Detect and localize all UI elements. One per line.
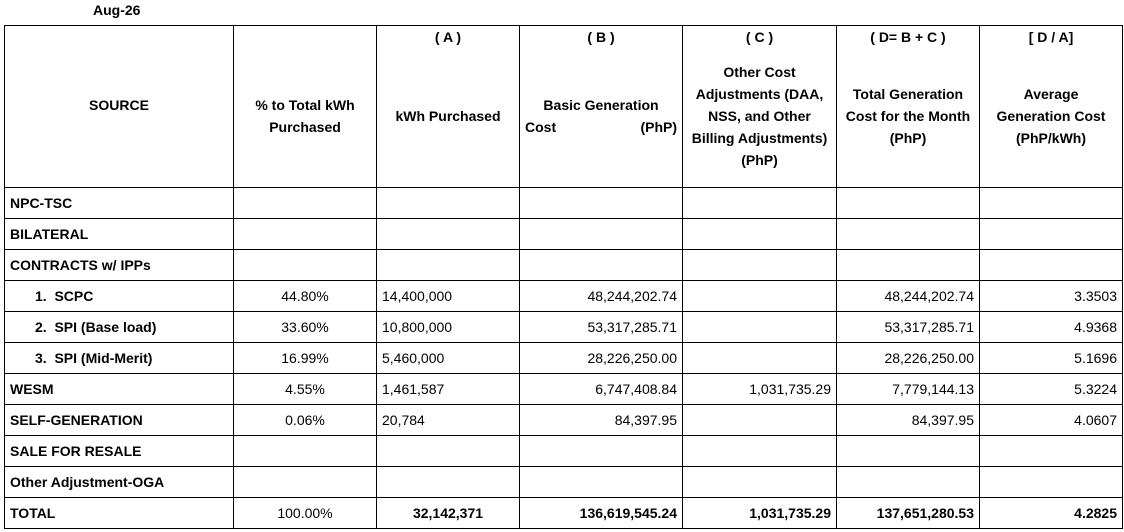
row-pct: 4.55% [233,373,377,405]
row-avg: 4.2825 [979,497,1123,529]
row-kwh: 32,142,371 [376,497,520,529]
row-pct [233,187,377,219]
total-row: TOTAL 100.00% 32,142,371 136,619,545.24 … [4,497,1123,529]
table-row: CONTRACTS w/ IPPs [4,249,1123,281]
row-other: 1,031,735.29 [682,373,837,405]
table-row: SELF-GENERATION 0.06% 20,784 84,397.95 8… [4,404,1123,436]
header-kwh-tag: ( A ) [434,29,462,45]
row-basic: 6,747,408.84 [519,373,683,405]
header-basic-tag: ( B ) [587,29,615,45]
table-row: SALE FOR RESALE [4,435,1123,467]
row-pct: 33.60% [233,311,377,343]
row-basic: 84,397.95 [519,404,683,436]
table-row: 3. SPI (Mid-Merit) 16.99% 5,460,000 28,2… [4,342,1123,374]
row-other [682,342,837,374]
header-kwh: ( A ) kWh Purchased [376,25,520,188]
header-avg-tag: [ D / A] [1028,29,1074,45]
row-avg: 4.9368 [979,311,1123,343]
row-kwh: 14,400,000 [376,280,520,312]
row-total: 53,317,285.71 [836,311,980,343]
row-source: BILATERAL [4,218,234,250]
row-basic [519,187,683,219]
row-pct: 0.06% [233,404,377,436]
row-pct: 44.80% [233,280,377,312]
row-kwh: 10,800,000 [376,311,520,343]
row-source: 1. SCPC [4,280,234,312]
generation-cost-table: SOURCE % to Total kWh Purchased ( A ) kW… [4,25,1123,529]
table-row: BILATERAL [4,218,1123,250]
table-row: WESM 4.55% 1,461,587 6,747,408.84 1,031,… [4,373,1123,405]
row-source: SELF-GENERATION [4,404,234,436]
row-avg [979,187,1123,219]
row-source: 2. SPI (Base load) [4,311,234,343]
header-other: ( C ) Other Cost Adjustments (DAA, NSS, … [682,25,837,188]
row-source: WESM [4,373,234,405]
row-avg: 3.3503 [979,280,1123,312]
row-basic: 48,244,202.74 [519,280,683,312]
row-total: 137,651,280.53 [836,497,980,529]
row-avg: 5.1696 [979,342,1123,374]
row-other [682,404,837,436]
table-row: 2. SPI (Base load) 33.60% 10,800,000 53,… [4,311,1123,343]
row-other [682,280,837,312]
row-basic: 136,619,545.24 [519,497,683,529]
row-other [682,311,837,343]
table-row: NPC-TSC [4,187,1123,219]
row-avg: 4.0607 [979,404,1123,436]
table-row: Other Adjustment-OGA [4,466,1123,498]
row-kwh [376,187,520,219]
header-avg: [ D / A] Average Generation Cost (PhP/kW… [979,25,1123,188]
row-source: 3. SPI (Mid-Merit) [4,342,234,374]
row-kwh: 1,461,587 [376,373,520,405]
row-total [836,187,980,219]
row-pct: 16.99% [233,342,377,374]
header-total: ( D= B + C ) Total Generation Cost for t… [836,25,980,188]
row-basic: 53,317,285.71 [519,311,683,343]
header-source: SOURCE [4,25,234,188]
row-source: Other Adjustment-OGA [4,466,234,498]
header-other-tag: ( C ) [745,29,774,45]
row-total: 48,244,202.74 [836,280,980,312]
header-total-tag: ( D= B + C ) [870,29,946,45]
row-pct: 100.00% [233,497,377,529]
header-row: SOURCE % to Total kWh Purchased ( A ) kW… [4,25,1123,188]
header-basic: ( B ) Basic Generation Cost (PhP) [519,25,683,188]
row-source: CONTRACTS w/ IPPs [4,249,234,281]
table-row: 1. SCPC 44.80% 14,400,000 48,244,202.74 … [4,280,1123,312]
header-pct: % to Total kWh Purchased [233,25,377,188]
row-total: 7,779,144.13 [836,373,980,405]
row-kwh: 20,784 [376,404,520,436]
period-label: Aug-26 [93,2,141,18]
row-total: 28,226,250.00 [836,342,980,374]
row-basic: 28,226,250.00 [519,342,683,374]
row-source: SALE FOR RESALE [4,435,234,467]
row-source: NPC-TSC [4,187,234,219]
row-other [682,187,837,219]
row-avg: 5.3224 [979,373,1123,405]
row-source: TOTAL [4,497,234,529]
row-kwh: 5,460,000 [376,342,520,374]
row-other: 1,031,735.29 [682,497,837,529]
row-total: 84,397.95 [836,404,980,436]
